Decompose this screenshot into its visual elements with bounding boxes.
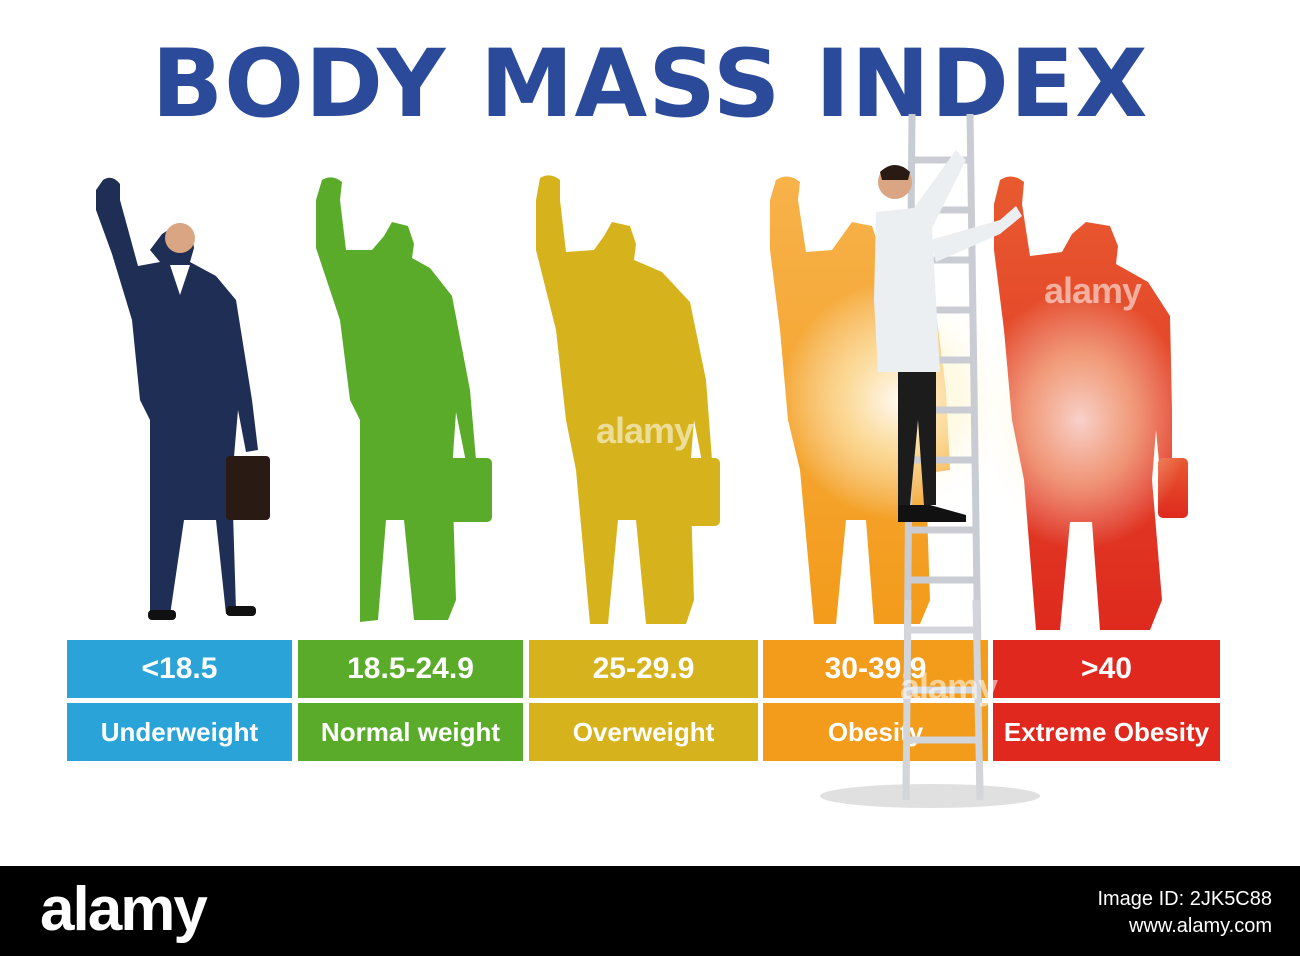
label-cell-extreme: Extreme Obesity — [993, 703, 1220, 761]
ladder-shadow — [820, 784, 1040, 808]
businessman-figure — [96, 177, 270, 620]
footer-logo: alamy — [40, 875, 208, 944]
doctor-figure — [874, 150, 1022, 522]
range-cell-extreme: >40 — [993, 640, 1220, 698]
footer-url: www.alamy.com — [1129, 915, 1272, 937]
normal-weight-silhouette — [316, 177, 492, 622]
range-cell-overweight: 25-29.9 — [529, 640, 758, 698]
label-cell-normal: Normal weight — [298, 703, 523, 761]
footer-bar: alamy Image ID: 2JK5C88 www.alamy.com — [0, 866, 1300, 956]
range-cell-underweight: <18.5 — [67, 640, 292, 698]
label-cell-overweight: Overweight — [529, 703, 758, 761]
page-title: BODY MASS INDEX — [151, 30, 1149, 139]
range-cell-normal: 18.5-24.9 — [298, 640, 523, 698]
watermark: alamy — [900, 666, 998, 707]
footer-info: Image ID: 2JK5C88 www.alamy.com — [1097, 886, 1272, 940]
watermark: alamy — [596, 410, 694, 451]
watermark: alamy — [1044, 270, 1142, 311]
image-id: Image ID: 2JK5C88 — [1097, 888, 1272, 910]
overweight-silhouette — [536, 175, 720, 624]
label-cell-underweight: Underweight — [67, 703, 292, 761]
